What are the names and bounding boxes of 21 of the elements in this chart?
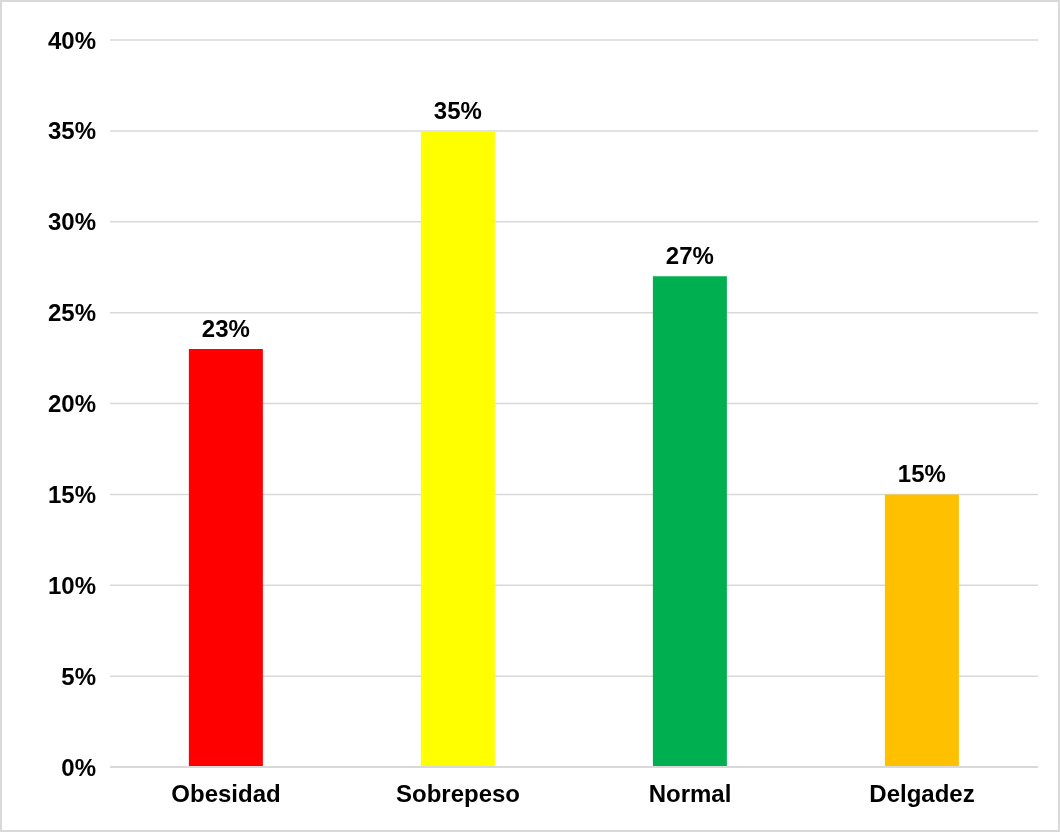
y-tick-label: 30% [47,208,96,236]
y-tick-label: 10% [47,571,96,599]
y-tick-label: 20% [47,390,96,418]
x-tick-label: Normal [648,780,732,808]
bar [884,494,959,767]
x-tick-label: Obesidad [171,780,281,808]
bar [188,348,263,767]
bar [652,276,727,767]
data-label: 23% [201,314,250,342]
y-tick-label: 40% [47,26,96,54]
x-tick-label: Sobrepeso [395,780,521,808]
x-tick-label: Delgadez [869,780,975,808]
y-tick-label: 25% [47,299,96,327]
data-label: 35% [433,96,482,124]
bar [420,130,495,767]
y-tick-label: 15% [47,480,96,508]
data-label: 15% [897,460,946,488]
y-tick-label: 0% [61,753,96,781]
y-tick-label: 5% [61,662,96,690]
data-label: 27% [665,242,714,270]
y-tick-label: 35% [47,117,96,145]
